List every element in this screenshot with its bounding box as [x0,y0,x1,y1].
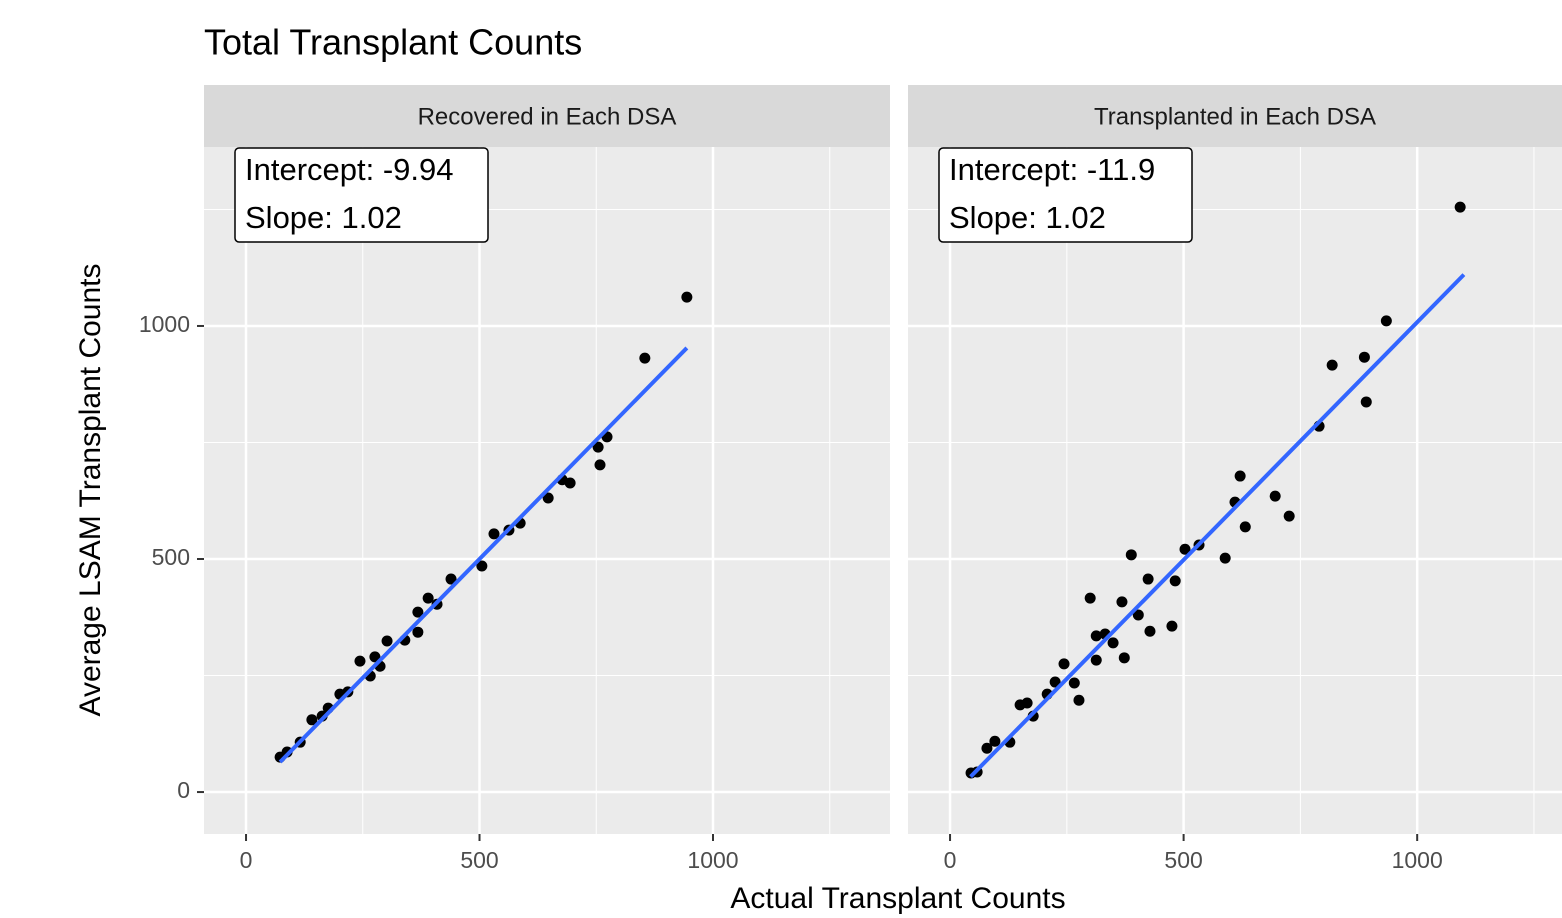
annotation-text: Intercept: -9.94 [245,152,454,187]
point [354,655,366,667]
point [1084,592,1096,604]
point [1454,201,1466,213]
annotation-box [234,147,489,243]
point [381,635,393,647]
y-tick-label: 0 [177,777,190,803]
point [369,651,381,663]
point [488,528,500,540]
point [1360,396,1372,408]
point [306,714,318,726]
point [422,592,434,604]
point [594,459,606,471]
point [1073,694,1085,706]
annotation-box [938,147,1193,243]
point [1326,359,1338,371]
point [1107,637,1119,649]
point [681,291,693,303]
point [445,573,457,585]
point [1049,676,1061,688]
point [1239,521,1251,533]
point [1380,315,1392,327]
point [592,441,604,453]
point [1283,510,1295,522]
annotation-text: Slope: 1.02 [245,200,402,235]
point [564,477,576,489]
panel [908,147,1562,834]
point [639,352,651,364]
point [989,735,1001,747]
point [1269,490,1281,502]
facet-label: Transplanted in Each DSA [1094,103,1376,130]
point [412,626,424,638]
point [1125,549,1137,561]
strip [204,85,890,147]
y-axis-title: Average LSAM Transplant Counts [74,263,107,716]
x-tick-label: 1000 [1392,847,1443,873]
x-axis-title: Actual Transplant Counts [730,882,1065,915]
y-tick-label: 1000 [139,311,190,337]
annotation-text: Slope: 1.02 [949,200,1106,235]
point [1021,697,1033,709]
point [1142,573,1154,585]
point [1166,620,1178,632]
fit-line [969,273,1466,779]
point [1219,552,1231,564]
point [1179,543,1191,555]
annotation-text: Intercept: -11.9 [949,152,1155,187]
x-tick-label: 500 [460,847,498,873]
point [1132,609,1144,621]
point [1144,625,1156,637]
chart-title: Total Transplant Counts [204,22,582,63]
x-tick-label: 0 [240,847,253,873]
facet-label: Recovered in Each DSA [418,103,677,130]
x-tick-label: 500 [1164,847,1202,873]
point [1116,596,1128,608]
point [476,560,488,572]
point [981,742,993,754]
fit-line [278,346,689,764]
y-tick-label: 500 [152,544,190,570]
strip [908,85,1562,147]
point [1090,630,1102,642]
point [1090,654,1102,666]
point [542,492,554,504]
point [1068,677,1080,689]
point [1118,652,1130,664]
point [412,606,424,618]
point [1058,658,1070,670]
x-tick-label: 0 [944,847,957,873]
point [1358,351,1370,363]
point [1169,575,1181,587]
point [1234,470,1246,482]
x-tick-label: 1000 [687,847,738,873]
